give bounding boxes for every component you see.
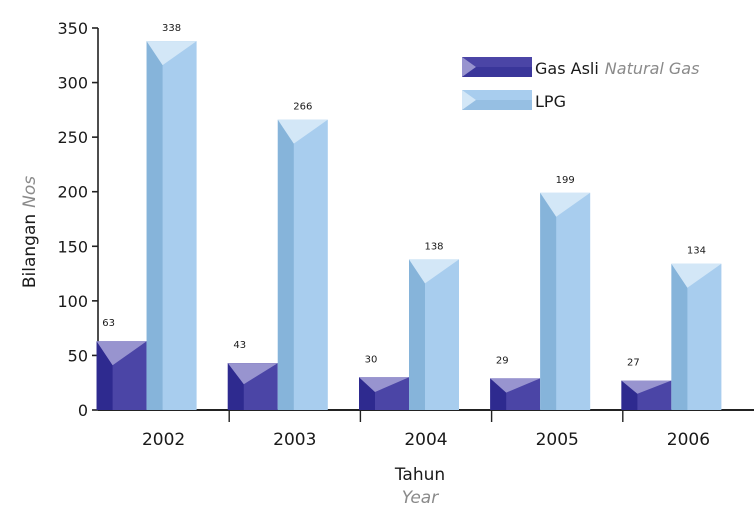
bar-lpg-2005	[540, 192, 591, 410]
x-axis-title-main: Tahun	[394, 465, 445, 485]
data-label-lpg-2006: 134	[687, 246, 706, 257]
y-axis-title: Bilangan Nos	[20, 176, 40, 288]
bar-gas-asli-2006	[621, 380, 672, 410]
y-tick-label: 150	[57, 237, 88, 256]
legend-item-gas-asli: Gas Asli Natural Gas	[462, 57, 699, 78]
x-axis-title: Tahun Year	[394, 465, 445, 508]
x-tick-label: 2004	[404, 430, 447, 450]
bar-lpg-2006	[671, 263, 722, 410]
data-label-lpg-2003: 266	[293, 102, 312, 113]
x-tick-label: 2002	[142, 430, 185, 450]
data-label-lpg-2004: 138	[424, 241, 443, 252]
bar-lpg-2003	[277, 119, 328, 411]
x-tick-label: 2005	[536, 430, 579, 450]
legend-item-lpg: LPG	[462, 90, 566, 111]
y-tick-label: 50	[68, 346, 88, 365]
bar-lpg-2004	[409, 259, 459, 410]
legend: Gas Asli Natural Gas LPG	[462, 57, 699, 111]
y-axis-title-main: Bilangan	[20, 214, 40, 288]
y-tick-label: 200	[57, 183, 88, 202]
x-tick-label: 2003	[273, 430, 316, 450]
bar-gas-asli-2003	[227, 363, 278, 410]
y-tick-label: 350	[57, 19, 88, 38]
x-axis-title-alt: Year	[402, 488, 439, 508]
legend-label-gas-asli: Gas Asli Natural Gas	[535, 59, 699, 78]
bars	[96, 41, 722, 411]
data-label-gas-asli-2003: 43	[233, 340, 246, 351]
y-tick-label: 300	[57, 74, 88, 93]
legend-swatch-gas-asli	[462, 57, 532, 77]
y-tick-label: 100	[57, 292, 88, 311]
legend-gas-asli-alt-name: Natural Gas	[605, 59, 700, 78]
data-label-gas-asli-2004: 30	[365, 354, 378, 365]
legend-swatch-lpg	[462, 90, 532, 110]
legend-gas-asli-name: Gas Asli	[535, 59, 599, 78]
bar-gas-asli-2005	[490, 378, 541, 410]
legend-label-lpg: LPG	[535, 92, 566, 111]
data-labels: 63 338 43 266 30 138 29 199 27 134	[102, 23, 706, 368]
y-tick-label: 250	[57, 128, 88, 147]
data-label-lpg-2002: 338	[162, 23, 181, 34]
bar-gas-asli-2002	[96, 341, 147, 410]
data-label-lpg-2005: 199	[556, 175, 575, 186]
data-label-gas-asli-2006: 27	[627, 358, 640, 369]
bar-lpg-2002	[146, 41, 197, 411]
x-tick-label: 2006	[667, 430, 710, 450]
data-label-gas-asli-2005: 29	[496, 355, 509, 366]
y-axis: 0 50 100 150 200 250 300 350	[57, 19, 99, 420]
data-label-gas-asli-2002: 63	[102, 318, 115, 329]
x-axis: 2002 2003 2004 2005 2006	[98, 409, 754, 450]
bar-gas-asli-2004	[359, 377, 409, 410]
y-tick-label: 0	[78, 401, 88, 420]
y-axis-title-alt: Nos	[20, 176, 40, 208]
